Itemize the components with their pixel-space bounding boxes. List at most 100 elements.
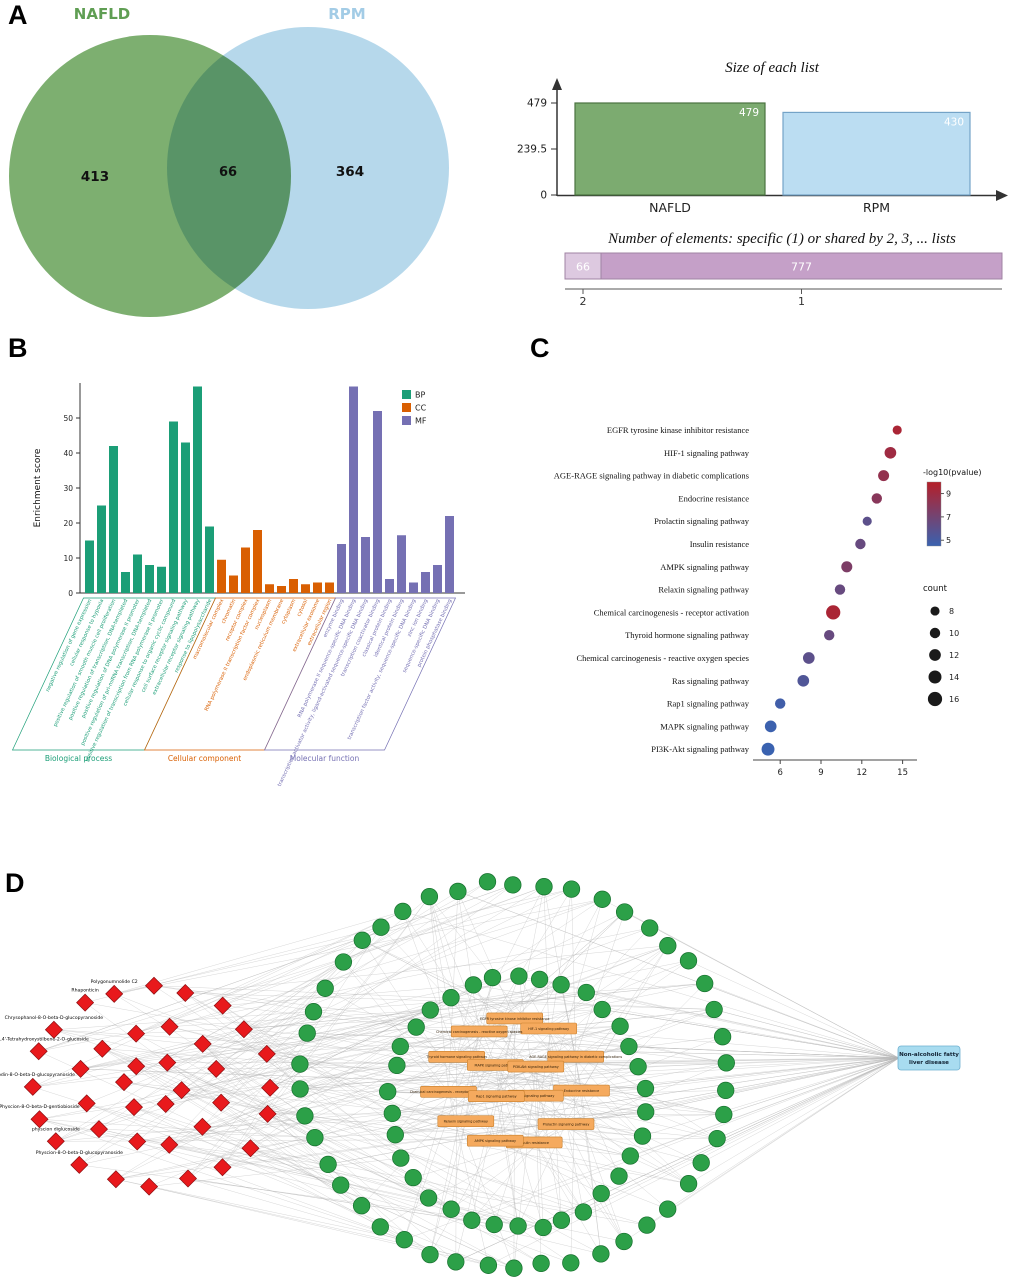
compound-label: Physcion-8-O-beta-D-gentiobioside	[0, 1104, 80, 1110]
pathway-dot	[826, 605, 841, 620]
pathway-node-label: MAPK signaling pathway	[475, 1063, 517, 1067]
enrichment-bar	[97, 505, 106, 593]
pathway-dot	[892, 425, 902, 435]
enrichment-bar	[193, 386, 202, 593]
target-node	[304, 1003, 323, 1021]
compound-node	[90, 1120, 108, 1139]
edge	[102, 1048, 584, 1213]
edge	[169, 899, 603, 1027]
edge	[38, 888, 572, 1052]
segment-value-label: 66	[576, 261, 590, 274]
target-node	[485, 1215, 503, 1234]
compound-label: Emodin-8-O-beta-D-glucopyranoside	[0, 1072, 75, 1078]
enrichment-bar	[289, 579, 298, 593]
compound-node	[257, 1044, 276, 1063]
edge	[457, 891, 515, 1019]
compound-node	[176, 984, 195, 1002]
pathway-label: Insulin resistance	[690, 539, 749, 549]
target-node	[352, 1197, 371, 1215]
target-node	[611, 1017, 629, 1035]
edge	[153, 985, 715, 1010]
edge	[642, 1057, 900, 1137]
edge	[202, 1043, 306, 1117]
venn-label-nafld: NAFLD	[74, 5, 130, 23]
pathway-node-label: Ras signaling pathway	[516, 1094, 554, 1098]
edge	[220, 884, 513, 1103]
pathway-label: Rap1 signaling pathway	[667, 699, 750, 709]
compound-nodes: Physcion-8-O-beta-D-glucopyranoside physc…	[0, 976, 280, 1196]
size-of-each-list-chart: Size of each list 479 239.5 0 479 NAFLD 430 RPM	[517, 60, 1008, 215]
compound-node	[160, 1017, 179, 1036]
compound-node	[234, 1020, 253, 1039]
target-node	[298, 1024, 316, 1042]
disease-label-line2: liver disease	[909, 1060, 949, 1066]
pathway-label: AGE-RAGE signaling pathway in diabetic c…	[554, 471, 749, 481]
edge	[667, 1057, 900, 1210]
y-tick-label: 10	[63, 554, 73, 563]
edge	[471, 1090, 582, 1221]
x-axis-arrow-icon	[996, 190, 1008, 201]
size-legend-value: 16	[949, 695, 959, 704]
edge	[137, 1141, 405, 1240]
pathway-dot	[824, 630, 835, 641]
enrichment-bar	[313, 582, 322, 593]
enrichment-bar	[349, 386, 358, 593]
target-node	[636, 1079, 655, 1098]
pathway-node-label: Chemical carcinogenesis - reactive oxyge…	[436, 1030, 523, 1034]
compound-node	[76, 993, 95, 1012]
edge	[115, 1178, 405, 1240]
edge	[169, 1009, 431, 1027]
target-node	[504, 876, 522, 894]
target-node	[334, 953, 353, 971]
pathway-node	[437, 1115, 495, 1127]
target-node	[395, 1231, 413, 1249]
size-legend-value: 12	[949, 651, 959, 660]
compound-node	[115, 1073, 133, 1092]
edge	[185, 945, 668, 994]
target-node	[391, 1037, 409, 1056]
target-node	[692, 1154, 710, 1172]
compound-node	[77, 1094, 96, 1113]
edge	[645, 1057, 900, 1089]
target-node	[332, 1176, 350, 1194]
edge	[535, 1066, 718, 1139]
pathway-dot	[797, 674, 810, 687]
edge	[429, 1121, 467, 1255]
edge	[581, 1090, 602, 1254]
target-node	[407, 1018, 425, 1036]
target-node	[291, 1055, 309, 1073]
enrichment-bar	[181, 442, 190, 593]
edge	[181, 1089, 515, 1269]
target-node	[717, 1054, 735, 1072]
color-legend-tick: 9	[946, 490, 951, 499]
pathway-dot	[761, 742, 775, 756]
pathway-dot	[878, 470, 890, 482]
edge	[471, 1057, 900, 1221]
target-node	[392, 1149, 410, 1167]
target-node	[386, 1126, 404, 1144]
edge	[404, 1031, 480, 1240]
target-node	[535, 878, 553, 896]
pathway-label: Relaxin signaling pathway	[658, 585, 749, 595]
compound-node	[213, 996, 232, 1015]
pathway-node-label: Thyroid hormone signaling pathway	[425, 1055, 487, 1059]
y-tick-label: 239.5	[517, 144, 547, 156]
pathway-node-label: Prolactin signaling pathway	[543, 1123, 590, 1127]
compound-node	[140, 1177, 159, 1196]
pathway-label: PI3K-Akt signaling pathway	[651, 744, 749, 754]
compound-node	[127, 1024, 146, 1043]
edge	[169, 1026, 621, 1145]
edge	[187, 1178, 495, 1225]
edge	[136, 940, 363, 1034]
enrichment-bar	[169, 421, 178, 593]
enrichment-bar	[373, 411, 382, 593]
target-node	[629, 1058, 647, 1076]
target-node	[291, 1080, 309, 1098]
network-edges	[32, 881, 900, 1269]
target-node	[659, 937, 677, 955]
edge	[55, 927, 650, 1142]
target-node	[713, 1028, 732, 1046]
compound-node	[179, 1169, 197, 1188]
edge	[495, 1036, 723, 1066]
